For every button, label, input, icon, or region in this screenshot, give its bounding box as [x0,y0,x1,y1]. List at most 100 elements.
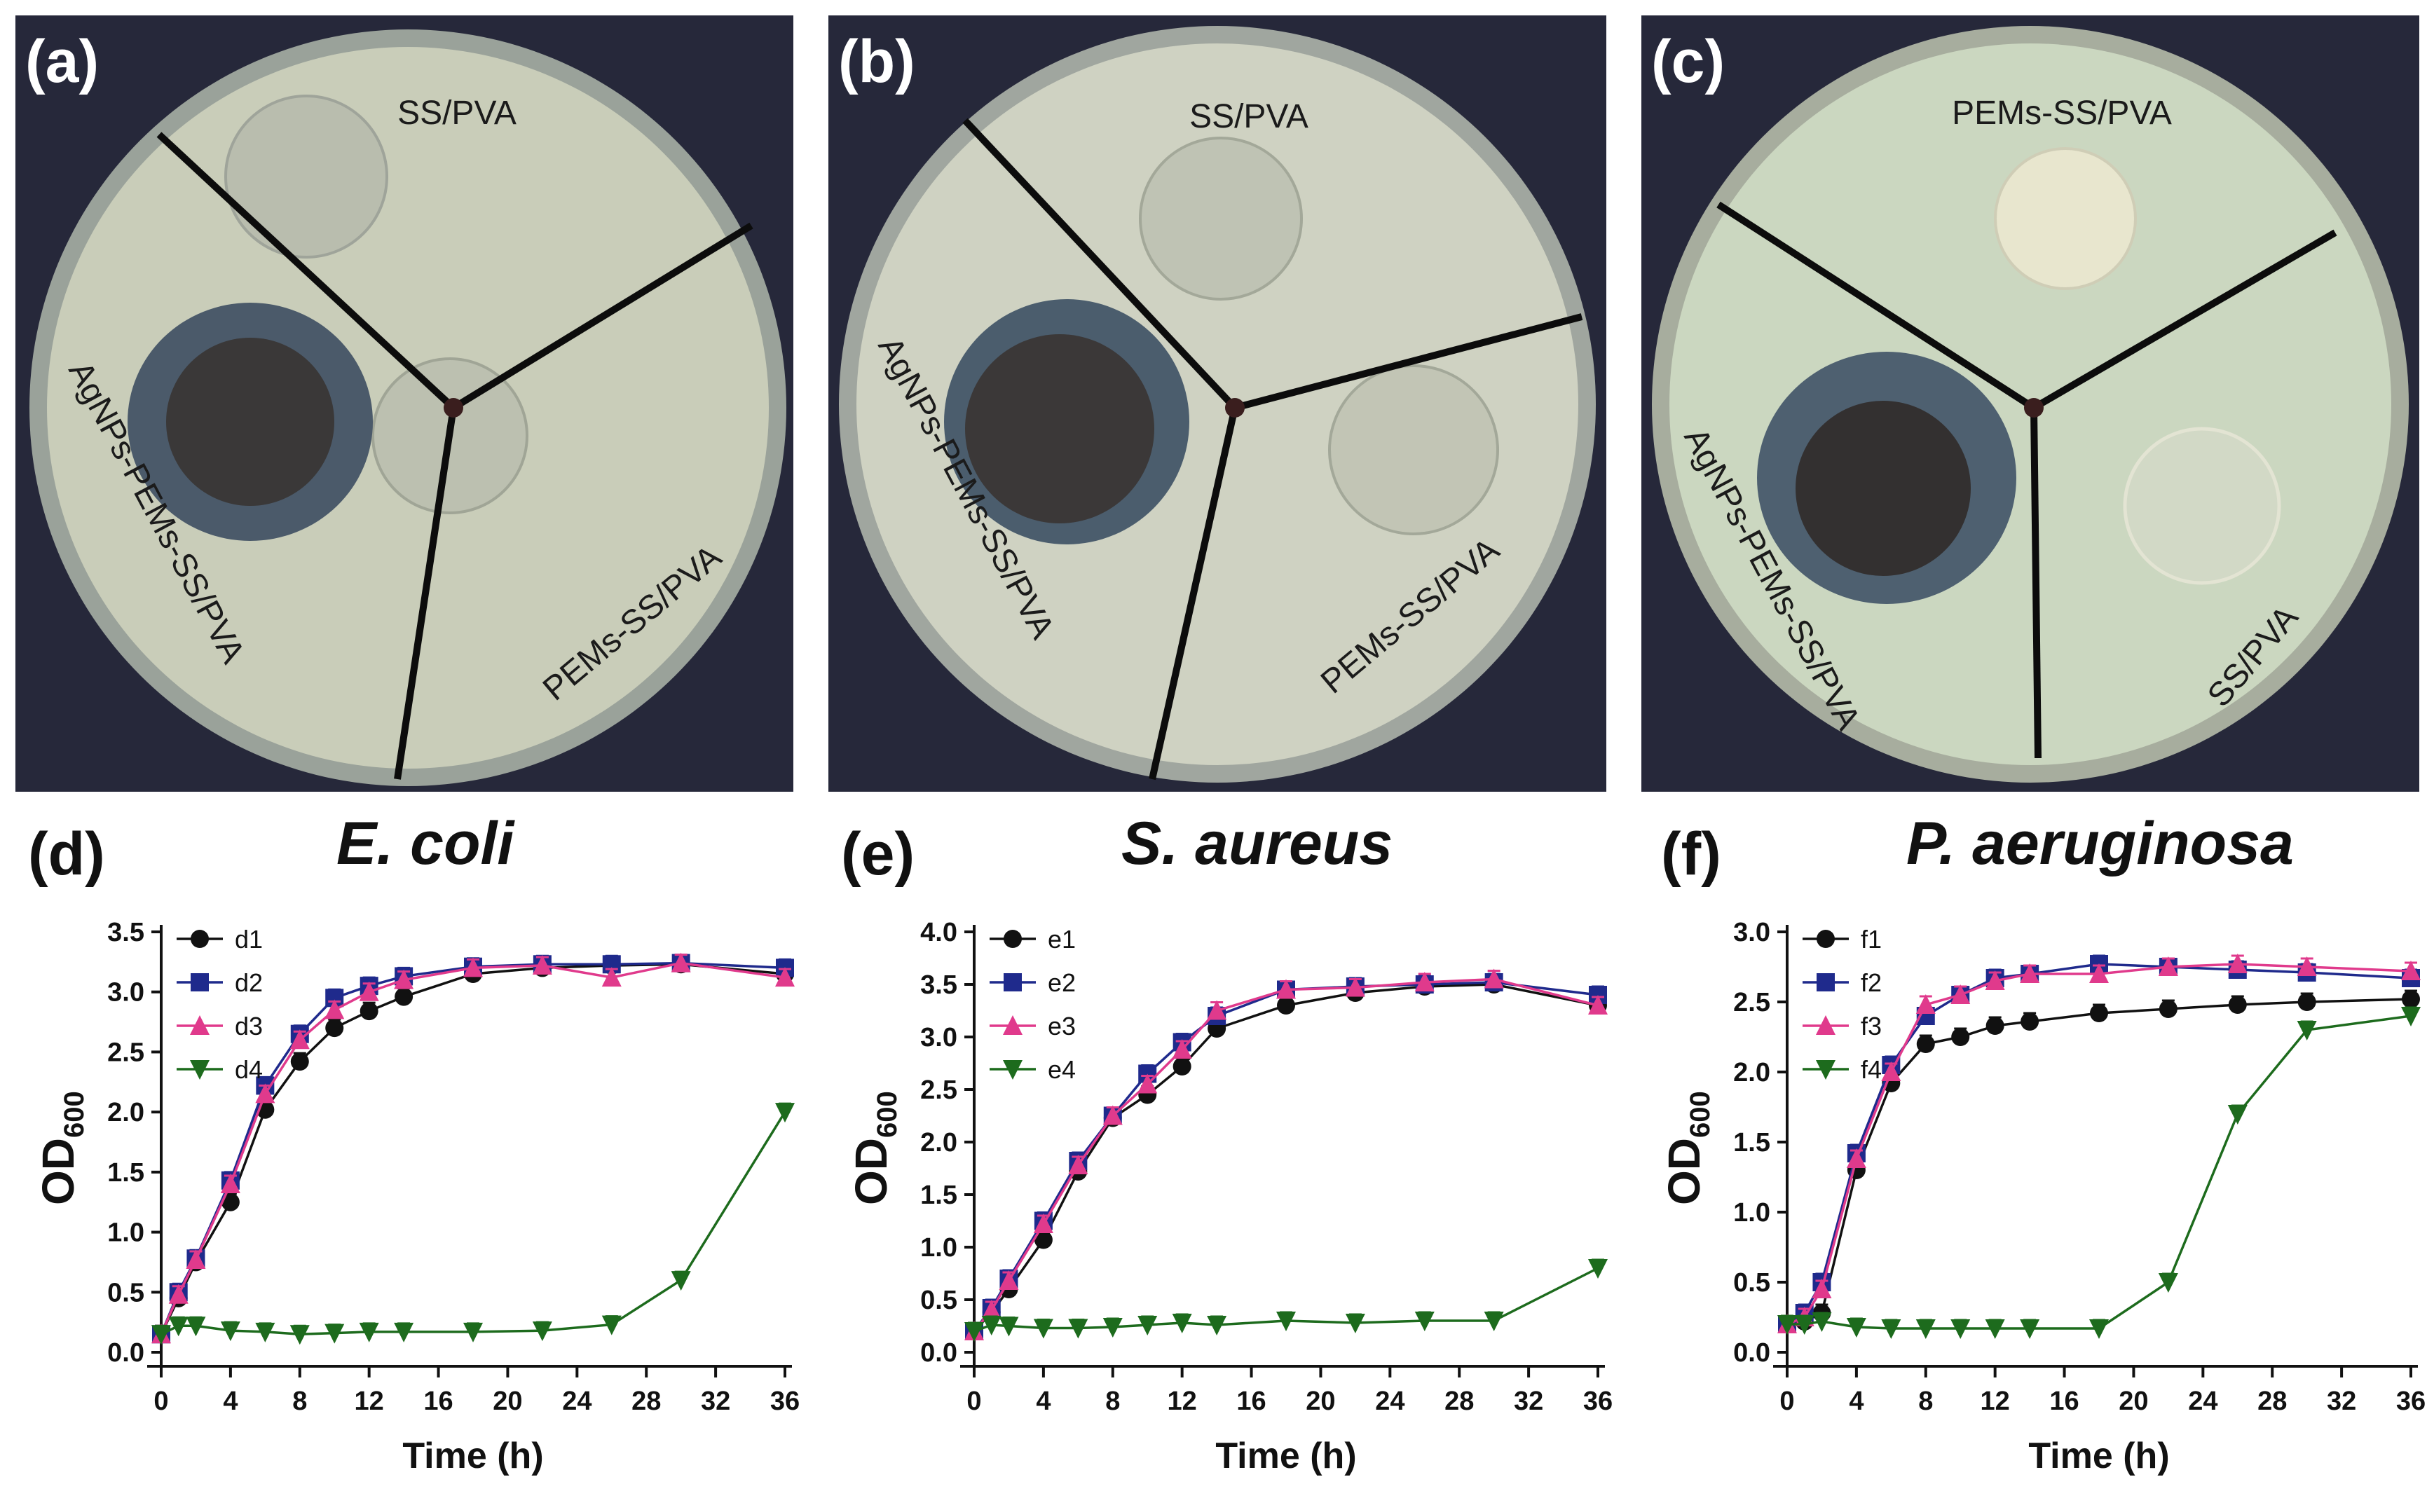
data-point [999,1270,1019,1290]
x-tick-label: 36 [2396,1387,2426,1416]
x-tick-label: 12 [355,1387,384,1416]
series-line [1786,963,2412,1326]
data-point [2089,1319,2109,1339]
x-tick-label: 8 [292,1387,307,1416]
legend-marker [1816,1060,1835,1080]
y-axis-label: OD600 [846,1091,903,1205]
data-point [671,1271,691,1291]
chart-f: 0.0 0.5 1.0 1.5 2.0 2.5 3.0 0 4 8 12 16 20 24 28 32 36 Ti… [1659,918,2426,1476]
series-line [1786,963,2412,1326]
data-point [1881,1061,1901,1081]
y-axis-label-subscript: 600 [872,1091,903,1138]
data-point [964,1322,984,1342]
x-tick-label: 32 [1514,1387,1543,1416]
data-point [255,1322,275,1342]
legend-label: e4 [1048,1055,1076,1084]
data-point [463,1322,483,1342]
photo-panel-b: (b) SS/PVA AgNPs-PEMs-SS/PVA PEMs-SS/PVA [828,15,1606,792]
legend-label: e1 [1048,925,1076,954]
y-tick-label: 0.0 [107,1338,144,1368]
data-point [1777,1315,1797,1335]
x-tick-label: 20 [493,1387,522,1416]
data-point [1414,972,1435,991]
data-point [359,981,379,1001]
data-point [1345,1314,1365,1333]
series-line [1786,998,2412,1326]
legend-marker [191,930,209,948]
legend-marker [1817,973,1835,991]
data-point [2020,1319,2040,1339]
panel-label: (c) [1651,28,1725,95]
x-tick-label: 16 [1236,1387,1266,1416]
x-tick-label: 8 [1918,1387,1933,1416]
y-tick-label: 3.0 [1733,918,1770,947]
y-tick-label: 3.5 [107,918,144,947]
x-tick-label: 12 [1168,1387,1197,1416]
x-tick-label: 32 [701,1387,730,1416]
legend-label: e2 [1048,968,1076,997]
x-tick-label: 24 [562,1387,592,1416]
y-axis-label-subscript: 600 [59,1091,90,1138]
data-point [220,1321,240,1342]
petri-dish-c: (c) PEMs-SS/PVA AgNPs-PEMs-SS/PVA SS/PVA [1651,26,2409,783]
data-point [1137,1316,1158,1335]
x-axis-label: Time (h) [2028,1436,2169,1476]
series-d4: d4 [151,1055,795,1345]
data-point [1985,1017,2004,1035]
y-tick-label: 2.5 [1733,988,1770,1017]
data-point [151,1325,171,1345]
y-tick-label: 2.5 [920,1075,957,1105]
data-point [1484,1312,1504,1331]
data-point [359,1322,379,1342]
legend-label: e3 [1048,1012,1076,1040]
data-point [186,1249,206,1269]
legend-marker [1004,930,1022,948]
y-tick-label: 2.5 [107,1038,144,1067]
data-point [395,987,413,1006]
chart-title-e: S. aureus [1121,810,1393,877]
panel-label: (b) [838,28,915,95]
data-point [2297,956,2317,976]
x-tick-label: 28 [631,1387,661,1416]
petri-dish-a: (a) SS/PVA AgNPs-PEMs-SS/PVA PEMs-SS/PVA [25,28,786,786]
data-point [1846,1148,1866,1168]
series-e3: e3 [964,968,1608,1340]
y-tick-label: 0.5 [1733,1268,1770,1298]
data-point [2228,996,2247,1014]
data-point [1172,1314,1192,1333]
photo-panel-c: (c) PEMs-SS/PVA AgNPs-PEMs-SS/PVA SS/PVA [1641,15,2419,792]
x-tick-label: 0 [153,1387,168,1416]
legend-marker [1004,973,1022,991]
data-point [289,1325,310,1345]
data-point [324,1324,345,1344]
data-point [2090,1004,2108,1022]
legend-marker [190,1015,210,1035]
data-point [2158,956,2178,976]
data-point [1068,1155,1088,1174]
data-point [463,957,483,977]
y-tick-label: 3.0 [920,1023,957,1052]
data-point [394,969,414,989]
chart-e: 0.0 0.5 1.0 1.5 2.0 2.5 3.0 3.5 4.0 0 4 8 12 16 20 24 28… [846,918,1613,1476]
y-tick-label: 1.5 [920,1181,957,1210]
data-point [290,1052,309,1071]
data-point [1794,1315,1814,1335]
y-tick-label: 3.0 [107,978,144,1008]
series-d3: d3 [151,952,795,1344]
y-axis-label: OD600 [33,1091,90,1205]
data-point [186,1317,206,1337]
y-tick-label: 0.5 [107,1278,144,1307]
chart-label-e: (e) [841,820,915,888]
series-f4: f4 [1777,1006,2421,1339]
data-point [2021,1012,2039,1031]
data-point [1277,996,1295,1015]
data-point [1034,1230,1053,1249]
plate-label-top: SS/PVA [1189,98,1308,135]
data-point [168,1284,189,1304]
plate-label-top: SS/PVA [397,95,517,132]
data-point [1812,1312,1832,1332]
data-point [1950,984,1971,1004]
y-tick-label: 1.0 [1733,1198,1770,1228]
data-point [394,1322,414,1342]
chart-label-d: (d) [28,820,105,888]
